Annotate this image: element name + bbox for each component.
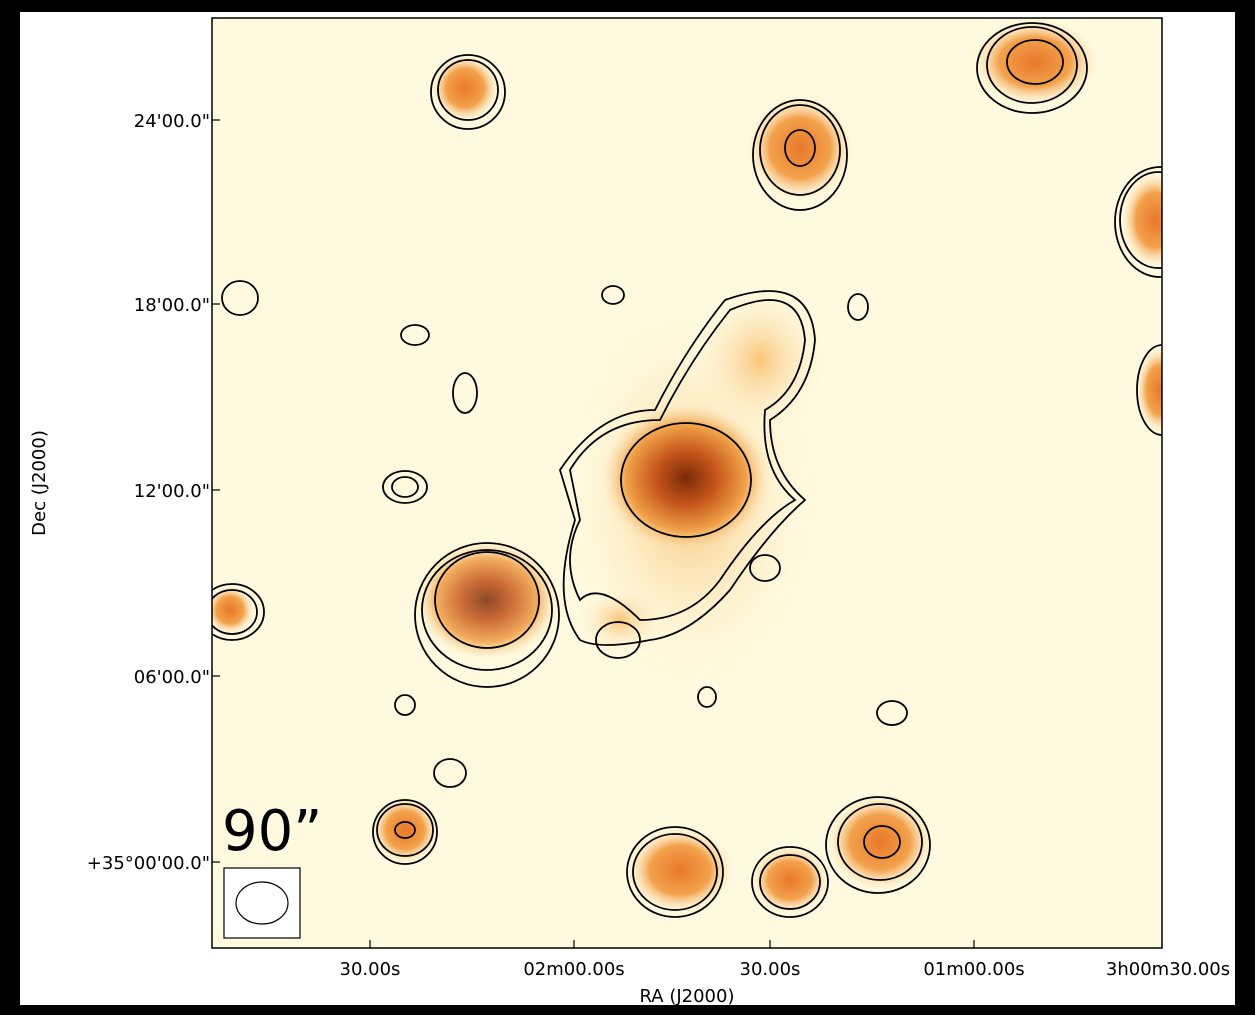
x-tick-label: 01m00.00s [923,959,1024,980]
y-tick-label: 24'00.0" [134,111,210,132]
x-tick-label: 3h00m30.00s [1106,959,1230,980]
x-axis-label: RA (J2000) [640,986,735,1007]
y-axis-label: Dec (J2000) [29,430,50,536]
y-tick-label: 12'00.0" [134,481,210,502]
beam [235,881,289,925]
x-tick-label: 30.00s [740,959,801,980]
y-tick-label: 18'00.0" [134,295,210,316]
plot-frame [211,17,1163,949]
map [212,18,1162,948]
x-tick-label: 30.00s [340,959,401,980]
scale-label: 90” [222,799,322,864]
x-tick-label: 02m00.00s [523,959,624,980]
beam-box [223,867,301,939]
ticks [212,119,975,948]
y-tick-label: 06'00.0" [134,667,210,688]
y-tick-label: +35°00'00.0" [87,853,210,874]
